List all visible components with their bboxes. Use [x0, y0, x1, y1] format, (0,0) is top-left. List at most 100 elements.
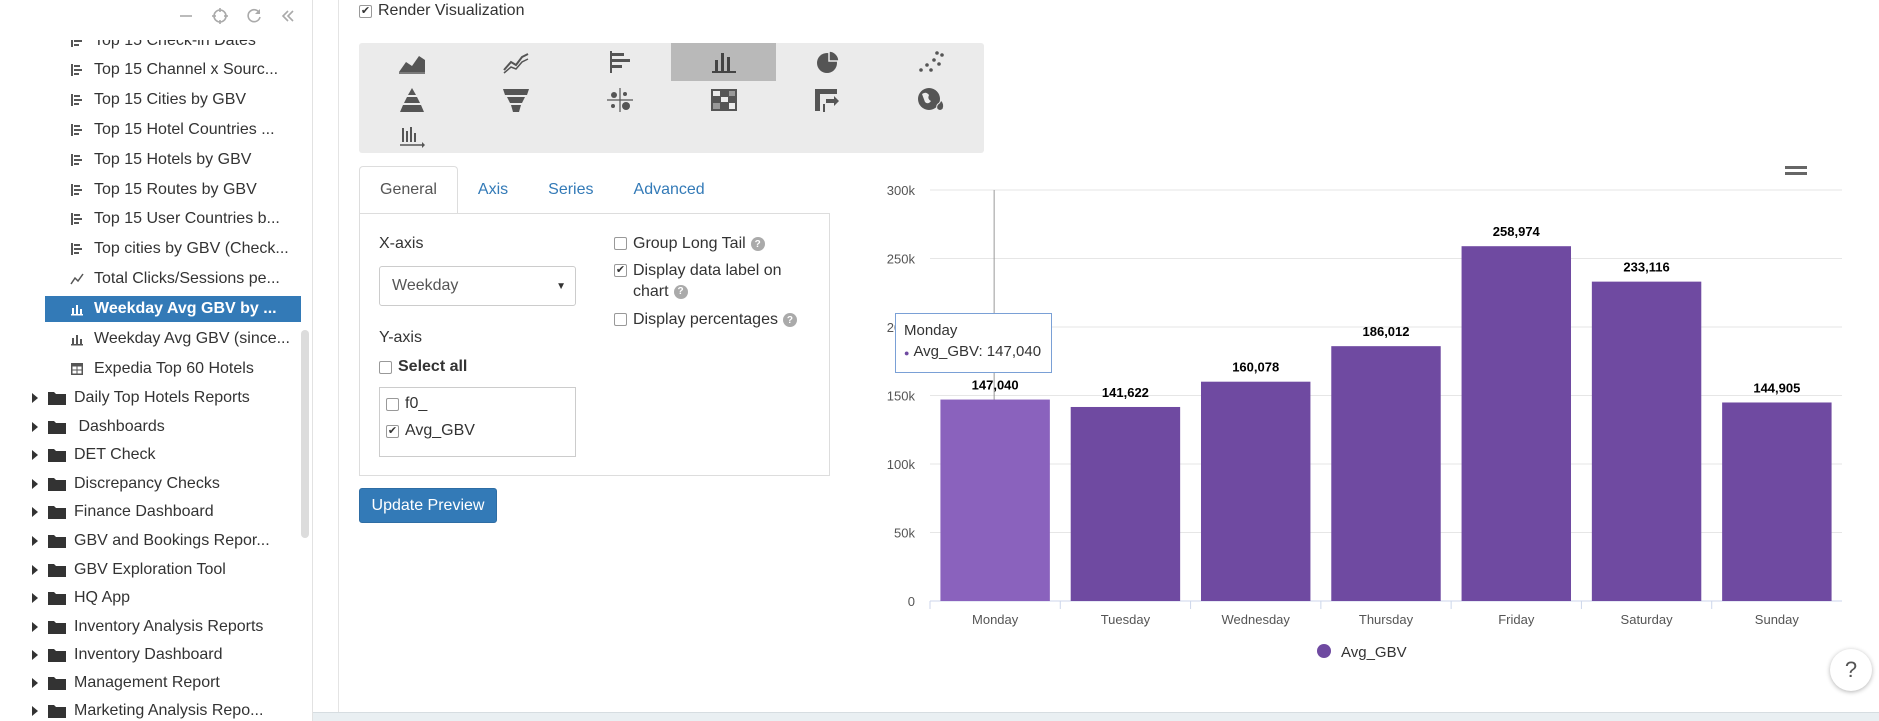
- help-bubble-button[interactable]: ?: [1830, 649, 1872, 691]
- help-icon[interactable]: ?: [750, 237, 765, 251]
- bar-sunday[interactable]: [1722, 402, 1832, 601]
- bar-horizontal-icon: [70, 211, 86, 227]
- sidebar-folder[interactable]: Inventory Analysis Reports: [32, 614, 263, 640]
- sidebar-report-item-selected[interactable]: Weekday Avg GBV by ...: [45, 296, 301, 322]
- sidebar-folder[interactable]: Daily Top Hotels Reports: [32, 385, 250, 411]
- sidebar-folder[interactable]: Inventory Dashboard: [32, 642, 223, 668]
- viz-horizontal-bar-button[interactable]: [567, 43, 672, 81]
- data-label: 233,116: [1623, 260, 1669, 275]
- sidebar-folder-label: GBV Exploration Tool: [74, 561, 226, 578]
- bar-monday[interactable]: [940, 399, 1050, 601]
- sidebar-folder[interactable]: Discrepancy Checks: [32, 471, 220, 497]
- yaxis-label: Y-axis: [379, 329, 422, 346]
- bubble-icon: [606, 88, 633, 112]
- yaxis-option[interactable]: Avg_GBV: [386, 422, 475, 440]
- sidebar-report-item[interactable]: Top 15 Routes by GBV: [70, 177, 257, 203]
- sidebar-report-item[interactable]: Top 15 Channel x Sourc...: [70, 57, 278, 83]
- sidebar-report-item[interactable]: Top cities by GBV (Check...: [70, 236, 289, 262]
- checkbox-unchecked-icon[interactable]: [614, 237, 627, 250]
- checkbox-unchecked-icon[interactable]: [379, 360, 392, 374]
- bar-horizontal-icon: [70, 182, 86, 198]
- sidebar-report-item[interactable]: Top 15 Hotels by GBV: [70, 147, 251, 173]
- display-percentages-checkbox[interactable]: Display percentages ?: [614, 309, 797, 330]
- viz-heatmap-button[interactable]: [671, 81, 776, 119]
- sidebar-report-item[interactable]: Top 15 Cities by GBV: [70, 87, 246, 113]
- tab-advanced[interactable]: Advanced: [633, 181, 705, 198]
- help-icon[interactable]: ?: [673, 284, 688, 299]
- bar-wednesday[interactable]: [1200, 381, 1311, 601]
- bar-friday[interactable]: [1461, 246, 1572, 601]
- chart-legend[interactable]: Avg_GBV: [1317, 644, 1407, 661]
- viz-pie-button[interactable]: [775, 43, 880, 81]
- viz-pyramid-button[interactable]: [359, 81, 464, 119]
- sidebar-report-item[interactable]: Top 15 User Countries b...: [70, 206, 280, 232]
- line-chart-icon: [70, 271, 86, 287]
- tab-series[interactable]: Series: [548, 181, 594, 198]
- checkbox-unchecked-icon[interactable]: [614, 313, 627, 326]
- sidebar-scrollbar[interactable]: [301, 330, 309, 538]
- chart-tooltip: Monday ● Avg_GBV: 147,040: [895, 313, 1052, 373]
- bar-tuesday[interactable]: [1070, 406, 1181, 601]
- xaxis-select[interactable]: Weekday ▼: [379, 266, 576, 306]
- sidebar-folder[interactable]: Dashboards: [32, 414, 165, 440]
- sidebar-folder[interactable]: Marketing Analysis Repo...: [32, 698, 263, 721]
- general-tab-panel: X-axis Weekday ▼ Y-axis Select all f0_ A…: [359, 213, 830, 476]
- bar-thursday[interactable]: [1331, 346, 1441, 601]
- tab-axis[interactable]: Axis: [477, 181, 509, 198]
- checkbox-checked-icon[interactable]: [386, 424, 399, 438]
- yaxis-option[interactable]: f0_: [386, 395, 427, 413]
- viz-vertical-bar-button[interactable]: [671, 43, 776, 81]
- display-data-label-checkbox[interactable]: Display data label on chart?: [614, 260, 814, 302]
- viz-line-button[interactable]: [463, 43, 568, 81]
- viz-area-button[interactable]: [359, 43, 464, 81]
- group-long-tail-label: Group Long Tail: [633, 235, 746, 252]
- sidebar-folder[interactable]: HQ App: [32, 585, 130, 611]
- checkbox-unchecked-icon[interactable]: [386, 397, 399, 411]
- checkbox-checked-icon[interactable]: [359, 4, 372, 18]
- sidebar-report-label: Top 15 User Countries b...: [94, 210, 280, 227]
- group-long-tail-checkbox[interactable]: Group Long Tail ?: [614, 233, 765, 254]
- viz-bubble-button[interactable]: [567, 81, 672, 119]
- tooltip-value: Avg_GBV: 147,040: [913, 343, 1042, 360]
- bar-horizontal-icon: [70, 122, 86, 138]
- collapse-sidebar-icon[interactable]: [278, 6, 298, 26]
- folder-icon: [48, 620, 66, 634]
- sidebar-report-item[interactable]: Weekday Avg GBV (since...: [70, 326, 290, 352]
- y-tick-label: 250k: [887, 252, 916, 267]
- minus-icon[interactable]: [176, 6, 196, 26]
- sidebar-folder[interactable]: GBV and Bookings Repor...: [32, 528, 270, 554]
- folder-icon: [48, 704, 66, 718]
- sidebar-folder-label: Daily Top Hotels Reports: [74, 389, 250, 406]
- select-all-checkbox[interactable]: Select all: [379, 358, 467, 376]
- checkbox-checked-icon[interactable]: [614, 264, 627, 277]
- sidebar-folder-label: Discrepancy Checks: [74, 475, 220, 492]
- sidebar-report-label: Expedia Top 60 Hotels: [94, 360, 254, 377]
- sidebar-report-item[interactable]: Top 15 Check-in Dates: [70, 40, 256, 54]
- render-visualization-checkbox[interactable]: Render Visualization: [359, 2, 524, 20]
- viz-pivot-button[interactable]: [775, 81, 880, 119]
- viz-funnel-button[interactable]: [463, 81, 568, 119]
- chart-bars: [940, 246, 1832, 601]
- viz-scatter-button[interactable]: [879, 43, 984, 81]
- tab-general[interactable]: General: [359, 166, 458, 214]
- sidebar-report-item[interactable]: Expedia Top 60 Hotels: [70, 356, 254, 382]
- viz-histogram-button[interactable]: [359, 119, 464, 157]
- sidebar-folder[interactable]: DET Check: [32, 442, 156, 468]
- sidebar-folder[interactable]: Management Report: [32, 670, 220, 696]
- crosshair-icon[interactable]: [210, 6, 230, 26]
- bar-saturday[interactable]: [1591, 281, 1702, 601]
- viz-geo-button[interactable]: [879, 81, 984, 119]
- y-tick-label: 50k: [894, 526, 915, 541]
- refresh-icon[interactable]: [244, 6, 264, 26]
- update-preview-button[interactable]: Update Preview: [359, 488, 497, 523]
- sidebar-report-item[interactable]: Top 15 Hotel Countries ...: [70, 117, 275, 143]
- sidebar-folder[interactable]: GBV Exploration Tool: [32, 557, 226, 583]
- sidebar-report-item[interactable]: Total Clicks/Sessions pe...: [70, 266, 280, 292]
- chart-menu-icon[interactable]: [1785, 164, 1807, 178]
- pie-chart-icon: [816, 50, 840, 73]
- y-tick-label: 100k: [887, 457, 916, 472]
- caret-right-icon: [32, 422, 40, 432]
- sidebar-folder[interactable]: Finance Dashboard: [32, 499, 214, 525]
- vertical-bar-icon: [711, 53, 736, 73]
- help-icon[interactable]: ?: [782, 313, 797, 327]
